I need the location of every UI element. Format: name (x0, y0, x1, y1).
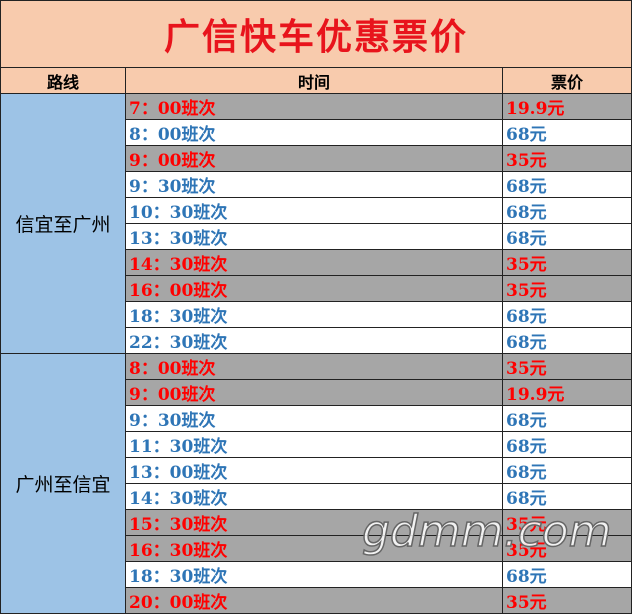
price-cell: 68元 (502, 457, 632, 484)
watermark: gdmm.com (361, 505, 612, 558)
time-cell: 15：30班次 (125, 509, 503, 536)
fare-row: 14：30班次 35元 (1, 249, 632, 276)
fare-row: 10：30班次 68元 (1, 197, 632, 224)
time-cell: 9：00班次 (125, 379, 503, 406)
time-cell: 10：30班次 (125, 197, 503, 224)
title: 广信快车优惠票价 (0, 0, 632, 68)
fare-row: 14：30班次 68元 (1, 483, 632, 510)
time-cell: 8：00班次 (125, 119, 503, 146)
fare-row: 16：00班次 35元 (1, 275, 632, 302)
time-cell: 8：00班次 (125, 353, 503, 380)
fare-row: 广州至信宜 8：00班次 35元 (0, 353, 632, 614)
fare-row: 9：00班次 35元 (1, 145, 632, 172)
price-cell: 68元 (502, 483, 632, 510)
price-cell: 35元 (502, 587, 632, 614)
time-cell: 11：30班次 (125, 431, 503, 458)
price-cell: 19.9元 (502, 379, 632, 406)
title-row: 广信快车优惠票价 (0, 0, 632, 68)
fare-row: 9：00班次 19.9元 (1, 379, 632, 406)
header-cell: 路线 (0, 67, 126, 94)
price-cell: 68元 (502, 119, 632, 146)
price-cell: 35元 (502, 145, 632, 172)
fare-row: 9：30班次 68元 (1, 171, 632, 198)
price-cell: 68元 (502, 561, 632, 588)
fare-row: 18：30班次 68元 (1, 301, 632, 328)
price-cell: 68元 (502, 405, 632, 432)
time-cell: 14：30班次 (125, 483, 503, 510)
price-cell: 19.9元 (502, 93, 632, 120)
time-cell: 14：30班次 (125, 249, 503, 276)
time-cell: 9：00班次 (125, 145, 503, 172)
fare-row: 信宜至广州 7：00班次 19.9元 (0, 93, 632, 354)
price-cell: 35元 (502, 353, 632, 380)
fare-row: 9：30班次 68元 (1, 405, 632, 432)
price-cell: 35元 (502, 275, 632, 302)
fare-row: 15：30班次 35元 (1, 509, 632, 536)
fare-row: 22：30班次 68元 (1, 327, 632, 354)
fare-row: 16：30班次 35元 (1, 535, 632, 562)
time-cell: 18：30班次 (125, 301, 503, 328)
fare-row: 18：30班次 68元 (1, 561, 632, 588)
time-cell: 9：30班次 (125, 171, 503, 198)
time-cell: 13：30班次 (125, 223, 503, 250)
time-cell: 13：00班次 (125, 457, 503, 484)
time-cell: 20：00班次 (125, 587, 503, 614)
header-cell: 票价 (502, 67, 632, 94)
price-cell: 68元 (502, 301, 632, 328)
route-cell: 广州至信宜 (0, 353, 126, 614)
time-cell: 22：30班次 (125, 327, 503, 354)
price-cell: 68元 (502, 171, 632, 198)
time-cell: 16：00班次 (125, 275, 503, 302)
time-cell: 7：00班次 (125, 93, 503, 120)
price-cell: 68元 (502, 327, 632, 354)
price-cell: 68元 (502, 197, 632, 224)
time-cell: 9：30班次 (125, 405, 503, 432)
fare-row: 11：30班次 68元 (1, 431, 632, 458)
fare-row: 13：30班次 68元 (1, 223, 632, 250)
header-row: 路线 时间 票价 (0, 67, 632, 94)
price-cell: 35元 (502, 535, 632, 562)
price-cell: 35元 (502, 249, 632, 276)
price-cell: 68元 (502, 223, 632, 250)
fare-row: 13：00班次 68元 (1, 457, 632, 484)
price-cell: 68元 (502, 431, 632, 458)
route-cell: 信宜至广州 (0, 93, 126, 354)
header-cell: 时间 (125, 67, 503, 94)
time-cell: 16：30班次 (125, 535, 503, 562)
time-cell: 18：30班次 (125, 561, 503, 588)
